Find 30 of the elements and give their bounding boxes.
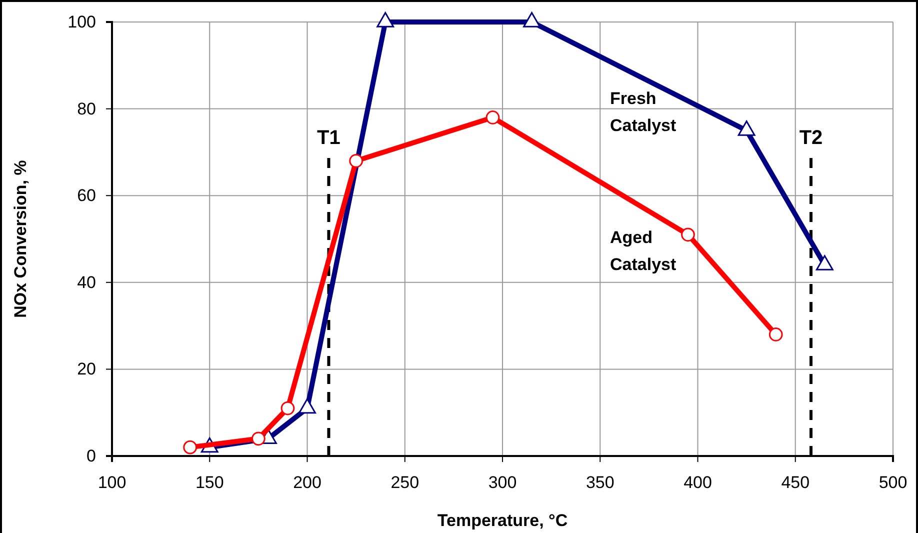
point [183, 440, 198, 454]
x-tick-label: 200 [293, 473, 322, 492]
ref-line-label: T1 [317, 127, 340, 150]
point [738, 120, 756, 136]
point [376, 12, 394, 28]
y-tick-label: 0 [86, 446, 96, 466]
y-axis-title: NOx Conversion, % [11, 160, 30, 318]
x-tick-label: 300 [488, 473, 517, 492]
x-tick-label: 350 [586, 473, 614, 492]
x-tick-label: 500 [878, 473, 908, 492]
series-label: Aged Catalyst [610, 228, 676, 274]
ref-line-label: T2 [799, 127, 823, 150]
x-tick-label: 100 [98, 473, 126, 492]
y-tick-label: 60 [77, 186, 96, 206]
y-tick-label: 40 [77, 272, 96, 292]
x-tick-label: 400 [684, 473, 712, 492]
y-tick-label: 100 [68, 12, 96, 32]
point [816, 255, 834, 270]
x-axis-title: Temperature, °C [437, 511, 568, 530]
point [681, 228, 695, 242]
point [768, 328, 783, 342]
x-tick-label: 250 [390, 473, 420, 492]
y-tick-label: 20 [77, 360, 96, 379]
y-tick-label: 80 [77, 99, 96, 118]
point [252, 432, 266, 446]
series-label: Fresh Catalyst [610, 89, 676, 135]
x-tick-label: 150 [195, 473, 224, 492]
point [349, 154, 363, 168]
point [280, 401, 295, 416]
x-tick-label: 450 [781, 473, 810, 492]
